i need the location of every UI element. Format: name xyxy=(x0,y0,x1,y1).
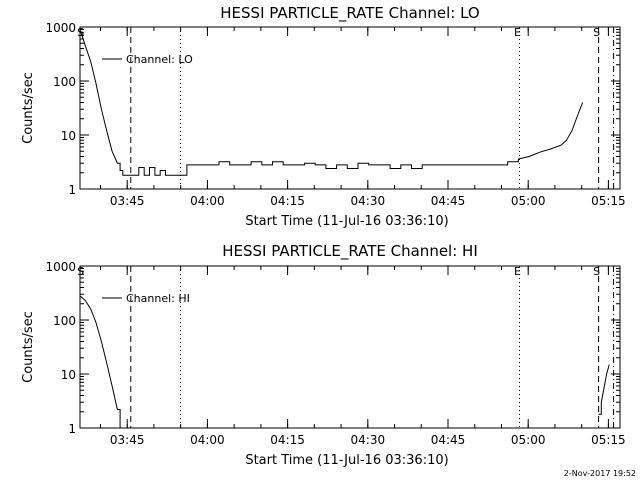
y-axis-label: Counts/sec xyxy=(21,311,36,383)
series-line xyxy=(598,364,610,415)
x-tick-label: 05:15 xyxy=(591,433,626,447)
x-tick-label: 03:45 xyxy=(110,194,145,208)
x-tick-label: 03:45 xyxy=(110,433,145,447)
chart-title: HESSI PARTICLE_RATE Channel: HI xyxy=(222,242,478,261)
x-tick-label: 04:15 xyxy=(270,194,305,208)
x-tick-label: 04:30 xyxy=(351,433,386,447)
chart-title: HESSI PARTICLE_RATE Channel: LO xyxy=(220,4,479,23)
chart-panel-lo: HESSI PARTICLE_RATE Channel: LO Counts/s… xyxy=(21,4,626,229)
y-tick-label: 10 xyxy=(61,129,76,143)
series-line xyxy=(79,295,121,428)
x-tick-label: 04:00 xyxy=(190,194,225,208)
series-line xyxy=(79,29,584,176)
marker-label: S xyxy=(77,265,84,278)
marker-label: S xyxy=(593,265,600,278)
x-tick-label: 04:45 xyxy=(431,433,466,447)
y-tick-label: 1000 xyxy=(45,21,76,35)
footer-timestamp: 2-Nov-2017 19:52 xyxy=(564,469,636,478)
x-tick-label: 05:15 xyxy=(591,194,626,208)
y-tick-label: 100 xyxy=(53,75,76,89)
marker-label: E xyxy=(514,265,521,278)
plot-frame xyxy=(79,26,621,190)
x-tick-label: 04:15 xyxy=(270,433,305,447)
chart-panel-hi: HESSI PARTICLE_RATE Channel: HI Counts/s… xyxy=(21,242,626,468)
series-group xyxy=(79,295,610,428)
marker-label: E xyxy=(514,26,521,39)
y-tick-label: 1 xyxy=(68,422,76,436)
axis-ticks: 03:45 04:00 04:15 04:30 04:45 05:00 05:15 1 10 10… xyxy=(45,21,625,208)
x-tick-label: 05:00 xyxy=(511,433,546,447)
legend-label: Channel: HI xyxy=(126,292,190,305)
y-axis-label: Counts/sec xyxy=(21,72,36,144)
series-group xyxy=(79,29,584,176)
y-tick-label: 1 xyxy=(68,183,76,197)
marker-label: S xyxy=(593,26,600,39)
legend: Channel: HI xyxy=(102,292,190,305)
x-tick-label: 04:45 xyxy=(431,194,466,208)
legend: Channel: LO xyxy=(102,53,193,66)
x-tick-label: 04:30 xyxy=(351,194,386,208)
legend-label: Channel: LO xyxy=(126,53,193,66)
y-tick-label: 100 xyxy=(53,314,76,328)
x-axis-label: Start Time (11-Jul-16 03:36:10) xyxy=(245,453,448,468)
plot-frame xyxy=(79,265,621,429)
x-axis-label: Start Time (11-Jul-16 03:36:10) xyxy=(245,214,448,229)
y-tick-label: 10 xyxy=(61,368,76,382)
x-tick-label: 05:00 xyxy=(511,194,546,208)
x-tick-label: 04:00 xyxy=(190,433,225,447)
axis-ticks: 03:45 04:00 04:15 04:30 04:45 05:00 05:15 1 10 10… xyxy=(45,260,625,447)
y-tick-label: 1000 xyxy=(45,260,76,274)
